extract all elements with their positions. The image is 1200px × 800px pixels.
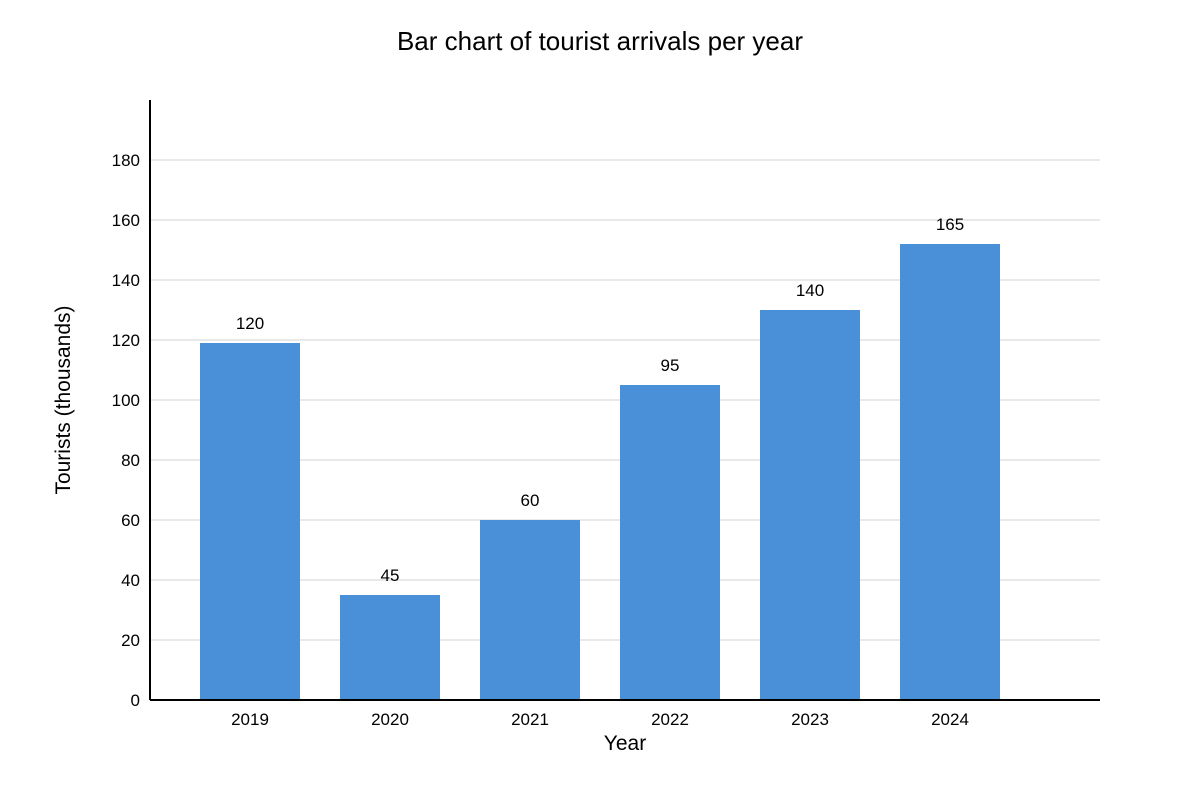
data-label-2024: 165: [936, 215, 964, 234]
x-tick-label-2022: 2022: [651, 710, 689, 729]
chart-title: Bar chart of tourist arrivals per year: [397, 26, 803, 56]
y-tick-labels: 0 20 40 60 80 100 120 140 160 180: [112, 151, 140, 710]
x-tick-label-2023: 2023: [791, 710, 829, 729]
x-tick-label-2019: 2019: [231, 710, 269, 729]
x-tick-label-2021: 2021: [511, 710, 549, 729]
data-label-2019: 120: [236, 314, 264, 333]
x-tick-labels: 2019 2020 2021 2022 2023 2024: [231, 710, 969, 729]
y-tick-label: 140: [112, 271, 140, 290]
bar-2024: [900, 244, 1000, 700]
data-label-2023: 140: [796, 281, 824, 300]
y-tick-label: 0: [131, 691, 140, 710]
data-labels: 120 45 60 95 140 165: [236, 215, 964, 585]
y-axis-title: Tourists (thousands): [52, 305, 75, 494]
y-tick-label: 180: [112, 151, 140, 170]
y-tick-label: 20: [121, 631, 140, 650]
y-tick-label: 40: [121, 571, 140, 590]
bar-2020: [340, 595, 440, 700]
x-axis-title: Year: [604, 732, 646, 755]
y-tick-label: 60: [121, 511, 140, 530]
y-tick-label: 100: [112, 391, 140, 410]
bar-2019: [200, 343, 300, 700]
x-tick-label-2024: 2024: [931, 710, 969, 729]
bars: [200, 244, 1000, 700]
y-tick-label: 160: [112, 211, 140, 230]
y-tick-label: 120: [112, 331, 140, 350]
bar-2021: [480, 520, 580, 700]
bar-2023: [760, 310, 860, 700]
data-label-2021: 60: [521, 491, 540, 510]
x-tick-label-2020: 2020: [371, 710, 409, 729]
data-label-2022: 95: [661, 356, 680, 375]
y-tick-label: 80: [121, 451, 140, 470]
bar-2022: [620, 385, 720, 700]
data-label-2020: 45: [381, 566, 400, 585]
